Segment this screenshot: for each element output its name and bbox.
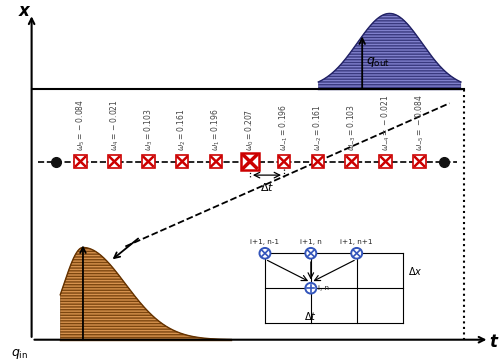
FancyBboxPatch shape [176, 155, 188, 167]
Text: $\omega_0 = 0.207$: $\omega_0 = 0.207$ [244, 108, 256, 151]
Text: $\omega_2 = 0.161$: $\omega_2 = 0.161$ [176, 108, 188, 151]
FancyBboxPatch shape [142, 155, 154, 167]
Text: $\omega_{-3} = 0.103$: $\omega_{-3} = 0.103$ [346, 104, 358, 151]
FancyBboxPatch shape [242, 153, 258, 170]
FancyBboxPatch shape [108, 155, 120, 167]
FancyBboxPatch shape [380, 155, 392, 167]
Text: $\omega_{-4} = -0.021$: $\omega_{-4} = -0.021$ [380, 95, 392, 151]
FancyBboxPatch shape [346, 155, 358, 167]
FancyBboxPatch shape [414, 155, 426, 167]
Text: $\omega_3 = 0.103$: $\omega_3 = 0.103$ [142, 108, 154, 151]
Text: $\Delta t$: $\Delta t$ [304, 310, 317, 322]
Circle shape [306, 248, 316, 259]
Text: t: t [490, 333, 498, 351]
Text: $\omega_{-1} = 0.196$: $\omega_{-1} = 0.196$ [278, 104, 290, 151]
Text: $q_\mathrm{out}$: $q_\mathrm{out}$ [366, 55, 390, 69]
Text: $\omega_{-5} = -0.084$: $\omega_{-5} = -0.084$ [414, 94, 426, 151]
Text: $\Delta t$: $\Delta t$ [260, 181, 274, 193]
Circle shape [260, 248, 270, 259]
Text: $\Delta x$: $\Delta x$ [408, 265, 422, 277]
Circle shape [351, 248, 362, 259]
Text: $\omega_5 = -0.084$: $\omega_5 = -0.084$ [74, 99, 86, 151]
FancyBboxPatch shape [312, 155, 324, 167]
Text: $\omega_4 = -0.021$: $\omega_4 = -0.021$ [108, 99, 120, 151]
Text: x: x [19, 2, 30, 20]
Text: i+1, n+1: i+1, n+1 [340, 239, 373, 245]
Text: $\omega_1 = 0.196$: $\omega_1 = 0.196$ [210, 108, 222, 151]
Text: i+1, n: i+1, n [300, 239, 322, 245]
FancyBboxPatch shape [74, 155, 86, 167]
FancyBboxPatch shape [210, 155, 222, 167]
Text: $q_\mathrm{in}$: $q_\mathrm{in}$ [10, 347, 28, 361]
Circle shape [306, 283, 316, 294]
FancyBboxPatch shape [278, 155, 290, 167]
Text: i, n: i, n [318, 285, 330, 291]
Text: i+1, n-1: i+1, n-1 [250, 239, 280, 245]
Text: $\omega_{-2} = 0.161$: $\omega_{-2} = 0.161$ [312, 104, 324, 151]
